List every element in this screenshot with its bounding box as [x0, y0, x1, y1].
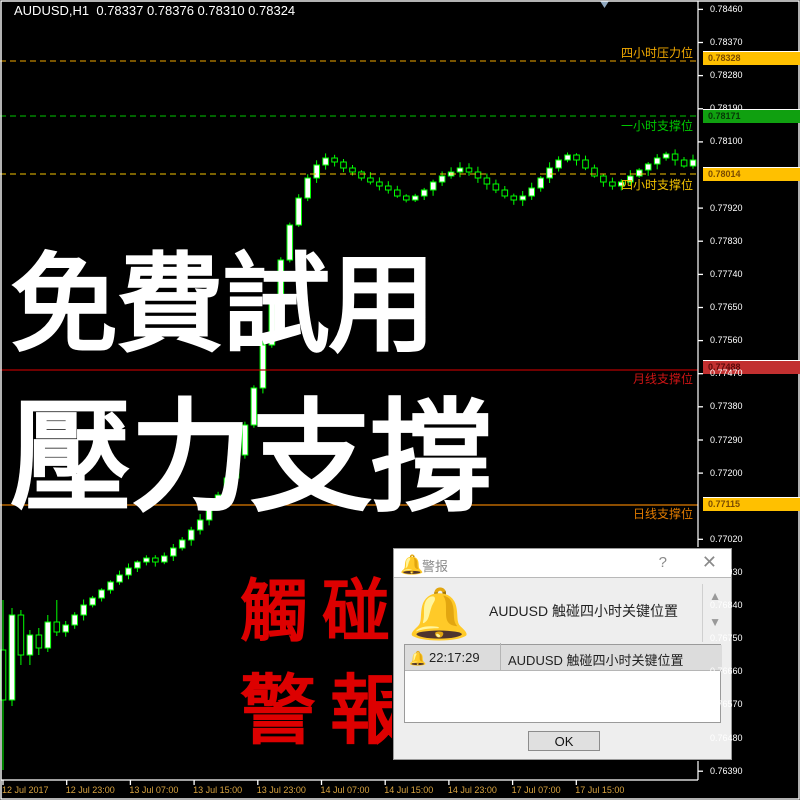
svg-text:一小时支撑位: 一小时支撑位 [621, 118, 693, 133]
svg-text:四小时压力位: 四小时压力位 [621, 45, 693, 60]
svg-text:月线支撑位: 月线支撑位 [633, 371, 693, 386]
svg-text:四小时支撑位: 四小时支撑位 [621, 177, 693, 192]
svg-text:日线支撑位: 日线支撑位 [633, 506, 693, 521]
